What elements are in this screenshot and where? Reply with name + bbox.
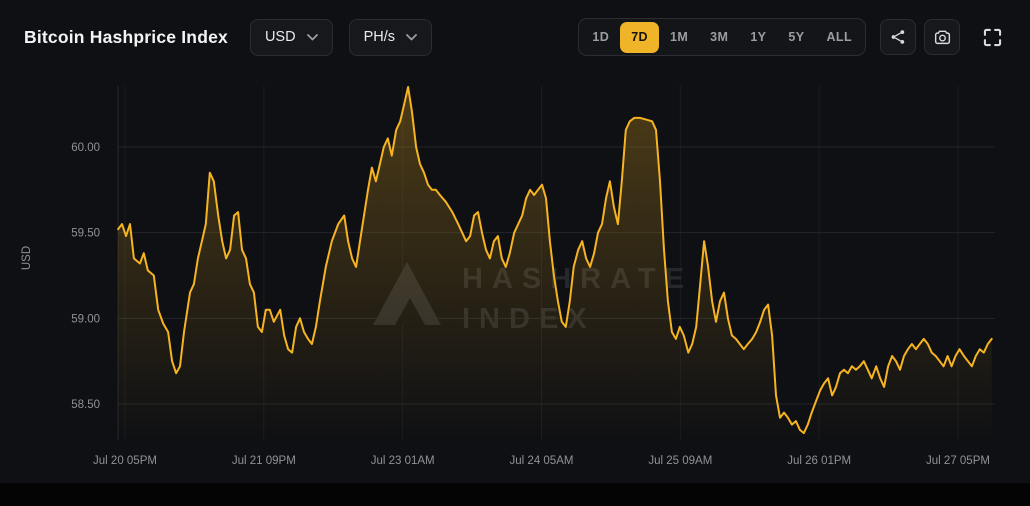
range-5y[interactable]: 5Y (777, 22, 815, 53)
y-tick-label: 59.00 (71, 313, 100, 325)
chevron-down-icon (306, 33, 318, 40)
price-line (117, 86, 993, 435)
x-tick-label: Jul 26 01PM (787, 455, 851, 467)
screenshot-button[interactable] (924, 19, 960, 55)
range-1m[interactable]: 1M (659, 22, 699, 53)
x-tick-label: Jul 27 05PM (926, 455, 990, 467)
range-1y[interactable]: 1Y (739, 22, 777, 53)
y-axis-label: USD (21, 246, 33, 270)
action-buttons (880, 19, 1010, 55)
range-1d[interactable]: 1D (581, 22, 620, 53)
x-tick-label: Jul 24 05AM (510, 455, 574, 467)
share-icon (891, 30, 905, 44)
range-all[interactable]: ALL (816, 22, 864, 53)
camera-icon (934, 30, 950, 44)
range-7d[interactable]: 7D (620, 21, 659, 53)
unit-value: PH/s (363, 29, 395, 45)
x-tick-label: Jul 23 01AM (371, 455, 435, 467)
page-title: Bitcoin Hashprice Index (24, 26, 228, 47)
range-3m[interactable]: 3M (699, 22, 739, 53)
y-tick-label: 59.50 (71, 228, 100, 240)
chevron-down-icon (406, 33, 417, 40)
x-tick-label: Jul 25 09AM (648, 455, 712, 467)
currency-dropdown[interactable]: USD (249, 18, 333, 56)
fullscreen-button[interactable] (974, 19, 1010, 55)
share-button[interactable] (880, 19, 916, 55)
range-selector: 1D 7D 1M 3M 1Y 5Y ALL (578, 18, 866, 56)
unit-dropdown[interactable]: PH/s (348, 18, 432, 56)
x-tick-label: Jul 21 09PM (232, 455, 296, 467)
y-tick-label: 58.50 (71, 399, 100, 411)
toolbar: Bitcoin Hashprice Index USD PH/s 1D 7D 1M 3… (0, 0, 1030, 60)
x-tick-label: Jul 20 05PM (93, 455, 157, 467)
currency-value: USD (264, 29, 296, 45)
fullscreen-icon (983, 28, 1001, 46)
area-fill (118, 87, 992, 440)
y-tick-label: 60.00 (71, 142, 100, 154)
bottom-bar (0, 483, 1030, 506)
